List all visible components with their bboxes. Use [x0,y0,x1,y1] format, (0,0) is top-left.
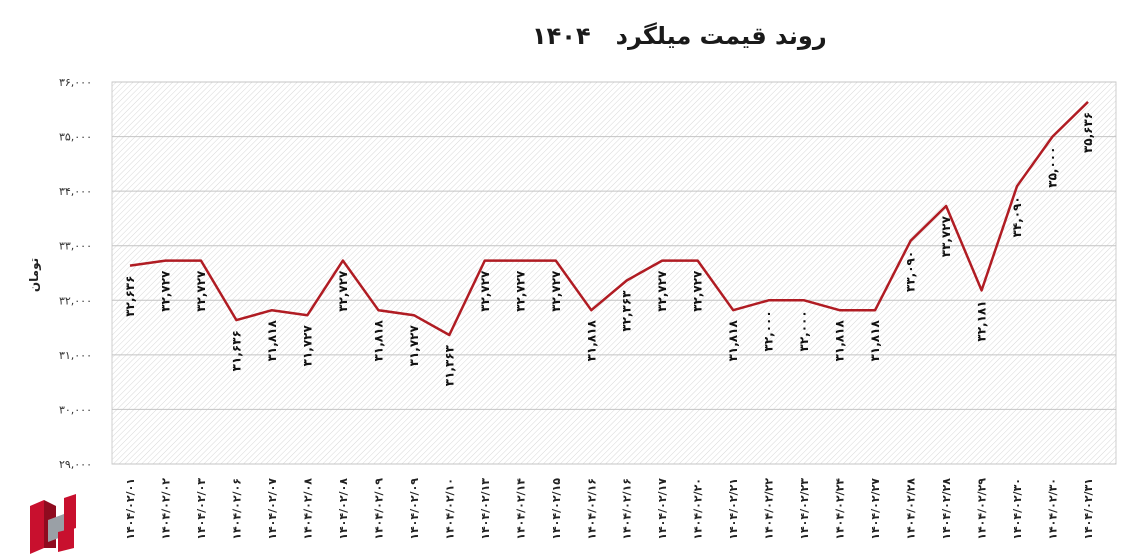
x-tick-label: ۱۴۰۴/۰۲/۳۱ [1082,478,1095,540]
data-label: ۳۱,۷۲۷ [300,325,314,367]
data-label: ۳۲,۶۳۶ [123,276,137,317]
y-tick-label: ۳۶,۰۰۰ [59,76,92,89]
brand-logo-icon [30,494,76,554]
x-tick-label: ۱۴۰۴/۰۲/۲۴ [834,478,847,540]
x-tick-label: ۱۴۰۴/۰۲/۱۳ [479,478,492,540]
data-label: ۳۲,۷۲۷ [691,270,705,312]
x-tick-label: ۱۴۰۴/۰۲/۱۰ [443,478,456,540]
x-tick-label: ۱۴۰۴/۰۲/۰۹ [372,478,385,540]
series-line [129,101,1089,337]
data-label: ۳۱,۸۱۸ [833,320,847,362]
data-label: ۳۱,۸۱۸ [726,320,740,362]
y-tick-label: ۳۳,۰۰۰ [59,240,92,253]
x-tick-label: ۱۴۰۴/۰۲/۲۳ [798,478,811,540]
data-label: ۳۱,۸۱۸ [265,320,279,362]
x-tick-label: ۱۴۰۴/۰۲/۰۳ [195,478,208,540]
x-tick-label: ۱۴۰۴/۰۲/۰۹ [408,478,421,540]
x-tick-label: ۱۴۰۴/۰۲/۲۲ [763,478,776,540]
x-axis: ۱۴۰۴/۰۲/۰۱ ۱۴۰۴/۰۲/۰۲ ۱۴۰۴/۰۲/۰۳ ۱۴۰۴/۰۲/۰۶… [124,478,1095,540]
plot-area [111,81,1117,465]
y-tick-label: ۳۵,۰۰۰ [59,131,92,144]
x-tick-label: ۱۴۰۴/۰۲/۲۱ [727,478,740,540]
x-tick-label: ۱۴۰۴/۰۲/۰۱ [124,478,137,540]
x-tick-label: ۱۴۰۴/۰۲/۱۴ [514,478,527,540]
data-label: ۳۲,۰۰۰ [762,310,776,351]
y-axis: ۲۹,۰۰۰ ۳۰,۰۰۰ ۳۱,۰۰۰ ۳۲,۰۰۰ ۳۳,۰۰۰ ۳۴,۰۰۰ ۳۵,۰… [59,76,92,471]
x-tick-label: ۱۴۰۴/۰۲/۰۸ [337,478,350,540]
gridlines [112,81,1116,465]
x-tick-label: ۱۴۰۴/۰۲/۳۰ [1047,478,1060,540]
data-label: ۳۲,۷۲۷ [478,270,492,312]
data-label: ۳۱,۳۶۳ [442,344,456,386]
y-tick-label: ۳۰,۰۰۰ [59,403,92,416]
y-tick-label: ۳۱,۰۰۰ [59,349,92,362]
data-label: ۳۲,۷۲۷ [194,270,208,312]
x-tick-label: ۱۴۰۴/۰۲/۰۷ [266,478,279,540]
series-line-path [129,101,1089,337]
x-tick-label: ۱۴۰۴/۰۲/۳۰ [1011,478,1024,540]
data-label: ۳۳,۷۲۷ [939,215,953,257]
data-label: ۳۱,۸۱۸ [868,320,882,362]
y-tick-label: ۳۴,۰۰۰ [59,185,92,198]
data-label: ۳۲,۷۲۷ [336,270,350,312]
data-label: ۳۲,۱۸۱ [975,300,989,341]
x-tick-label: ۱۴۰۴/۰۲/۱۶ [621,478,634,540]
data-label: ۳۲,۰۰۰ [797,310,811,351]
data-label: ۳۳,۰۹۰ [904,251,918,292]
y-axis-label: تومان [27,258,42,292]
x-tick-label: ۱۴۰۴/۰۲/۲۸ [940,478,953,540]
data-label: ۳۱,۸۱۸ [371,320,385,362]
x-tick-label: ۱۴۰۴/۰۲/۱۵ [550,478,563,540]
x-tick-label: ۱۴۰۴/۰۲/۰۶ [230,478,243,540]
data-label: ۳۵,۶۳۶ [1081,112,1095,153]
x-tick-label: ۱۴۰۴/۰۲/۰۲ [159,478,172,540]
x-tick-label: ۱۴۰۴/۰۲/۲۹ [976,478,989,540]
data-label: ۳۱,۷۲۷ [407,325,421,367]
chart-title: روند قیمت میلگرد ۱۴۰۴ [532,22,827,50]
x-tick-label: ۱۴۰۴/۰۲/۲۷ [869,478,882,540]
data-label: ۳۴,۰۹۰ [1010,196,1024,237]
data-label: ۳۱,۶۳۶ [229,330,243,371]
data-label: ۳۱,۸۱۸ [584,320,598,362]
data-label: ۳۲,۷۲۷ [158,270,172,312]
x-tick-label: ۱۴۰۴/۰۲/۱۶ [585,478,598,540]
x-tick-label: ۱۴۰۴/۰۲/۲۰ [692,478,705,540]
data-label: ۳۵,۰۰۰ [1046,147,1060,188]
data-label: ۳۲,۷۲۷ [549,270,563,312]
x-tick-label: ۱۴۰۴/۰۲/۲۸ [905,478,918,540]
y-tick-label: ۳۲,۰۰۰ [59,294,92,307]
y-tick-label: ۲۹,۰۰۰ [59,458,92,471]
x-tick-label: ۱۴۰۴/۰۲/۰۸ [301,478,314,540]
x-tick-label: ۱۴۰۴/۰۲/۱۷ [656,478,669,540]
data-label: ۳۲,۷۲۷ [513,270,527,312]
data-label: ۳۲,۷۲۷ [655,270,669,312]
data-label: ۳۲,۳۶۳ [620,290,634,332]
data-labels: ۳۲,۶۳۶ ۳۲,۷۲۷ ۳۲,۷۲۷ ۳۱,۶۳۶ ۳۱,۸۱۸ ۳۱,۷۲۷ ۳۲,۷… [123,112,1095,386]
